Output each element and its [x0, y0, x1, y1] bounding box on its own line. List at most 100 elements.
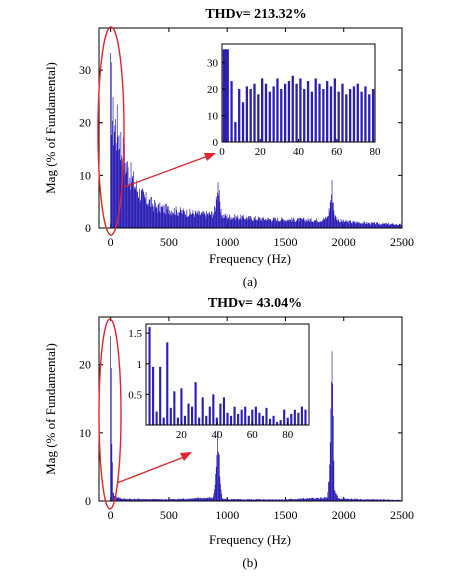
panel-a-annotation-arrow-line	[123, 155, 209, 188]
panel-a-inset-ytick-label: 20	[207, 84, 219, 96]
panel-b-ytick-label: 10	[79, 426, 91, 440]
panel-a-xlabel: Frequency (Hz)	[209, 251, 291, 266]
panel-b-inset-bar	[148, 327, 151, 425]
panel-a-inset-bar	[345, 94, 348, 142]
panel-b-ytick-label: 0	[85, 494, 91, 508]
panel-a-inset-bar	[329, 86, 333, 142]
panel-a-inset-ytick-label: 10	[207, 111, 219, 123]
panel-b-annotation-arrowhead	[180, 452, 192, 461]
panel-a-inset-bar	[222, 49, 226, 142]
panel-a-inset-bar	[241, 102, 245, 142]
panel-a-inset-bar	[249, 89, 252, 142]
panel-a-inset-bar	[352, 86, 356, 142]
panel-b-inset-bar	[219, 403, 222, 425]
panel-a-inset-bar	[360, 91, 363, 142]
panel-b-inset-bar	[187, 403, 190, 425]
panel-b-inset-bar	[279, 420, 282, 425]
panel-a-title: THDv= 213.32%	[205, 7, 306, 22]
panel-b: THDv= 43.04% 0 500 1000 1500 2000 2500 0 10 20 M…	[43, 296, 414, 570]
panel-b-inset-bar	[155, 411, 158, 425]
panel-b-inset-xtick-label: 40	[211, 429, 223, 441]
panel-a-inset-bar	[303, 89, 306, 142]
panel-a-inset-bar	[314, 78, 317, 142]
panel-b-inset-bar	[240, 409, 243, 425]
panel-a-inset-bar	[234, 122, 237, 142]
panel-a-inset-background	[222, 44, 375, 142]
panel-a-ytick-label: 10	[79, 168, 91, 182]
panel-a-inset-bar	[368, 94, 371, 142]
panel-a-ytick-label: 0	[85, 221, 91, 235]
panel-a-highlight-ellipse	[97, 26, 125, 236]
panel-b-inset-bar	[191, 406, 194, 425]
panel-b-inset-bar	[268, 418, 272, 425]
panel-a-inset-xtick-label: 20	[255, 146, 267, 158]
panel-b-inset-bar	[162, 417, 165, 425]
panel-a-inset-bar	[322, 89, 325, 142]
panel-b-inset-ytick-label: 0.5	[128, 389, 142, 401]
panel-a-inset-xtick-label: 60	[331, 146, 343, 158]
panel-a-plot-frame	[98, 27, 403, 229]
panel-a-xtick-label: 0	[108, 235, 114, 249]
panel-a-inset-bar	[333, 78, 336, 142]
panel-b-inset-bar	[244, 406, 247, 425]
panel-a-inset-bar	[356, 83, 359, 142]
panel-a-inset-xtick-label: 40	[293, 146, 305, 158]
panel-b-inset-bar	[166, 342, 169, 425]
panel-a-inset-bar	[268, 91, 271, 142]
panel-b-inset-bar	[229, 415, 233, 425]
panel-a-inset-ticks: 0 20 40 60 80 0 10 20 30	[207, 58, 381, 158]
panel-b-inset-bar	[272, 415, 275, 425]
panel-b-inset-bar	[180, 388, 183, 425]
panel-b-inset-bar	[276, 421, 279, 425]
panel-a-inset-bar	[306, 81, 310, 142]
panel-b-inset-bar	[215, 417, 218, 425]
panel-a-inset-bar	[261, 78, 264, 142]
panel-b-inset-xtick-label: 20	[176, 429, 188, 441]
panel-a-inset-bar	[341, 83, 344, 142]
panel-b-inset-bar	[265, 407, 268, 425]
panel-a-inset-bar	[264, 83, 268, 142]
panel-b-inset-background	[146, 324, 309, 425]
panel-b-inset-bar	[222, 397, 226, 425]
panel-a-ylabel: Mag (% of Fundamental)	[43, 62, 58, 194]
panel-a-inset-bar	[245, 86, 249, 142]
panel-b-inset-bar	[226, 412, 229, 425]
panel-b-inset-bar	[254, 406, 257, 425]
panel-b-inset-bar	[300, 406, 303, 425]
panel-a-inset-bar	[272, 86, 275, 142]
panel-a-xtick-label: 1500	[273, 235, 297, 249]
panel-b-xlabel: Frequency (Hz)	[209, 532, 291, 547]
panel-b-inset-bar	[152, 366, 155, 425]
panel-b-inset-bar	[258, 412, 261, 425]
panel-b-title: THDv= 43.04%	[208, 296, 302, 311]
panel-a-xtick-label: 2000	[332, 235, 356, 249]
panel-b-inset-bar	[233, 406, 236, 425]
panel-a-inset-frame	[221, 43, 376, 143]
panel-a-inset-bar	[226, 49, 229, 142]
panel-a-xtick-label: 1000	[215, 235, 239, 249]
panel-a-inset-bar	[364, 86, 367, 142]
panel-b-inset-bar	[283, 409, 286, 425]
panel-b-inset-xtick-label: 60	[247, 429, 259, 441]
panel-b-inset-frame	[145, 323, 310, 426]
panel-b-inset-bar	[176, 417, 179, 425]
panel-a-ytick-label: 30	[79, 63, 91, 77]
panel-b-inset-bar	[208, 406, 211, 425]
panel-a-inset-bar	[318, 83, 321, 142]
panel-a-caption: (a)	[243, 274, 257, 289]
panel-b-xtick-label: 2000	[332, 508, 356, 522]
panel-a-inset-ytick-label: 30	[207, 58, 219, 70]
panel-b-inset-xtick-label: 80	[282, 429, 294, 441]
panel-b-ylabel: Mag (% of Fundamental)	[43, 343, 58, 475]
panel-b-inset-bar	[286, 417, 289, 425]
panel-b-inset-ticks: 20 40 60 80 0.5 1 1.5	[128, 328, 293, 441]
panel-b-inset-bar	[183, 415, 187, 425]
panel-b-ytick-label: 20	[79, 358, 91, 372]
panel-a-inset-bar	[337, 91, 340, 142]
panel-a-inset-bars	[222, 49, 375, 142]
panel-b-caption: (b)	[242, 555, 257, 570]
panel-a-inset-bar	[287, 81, 291, 142]
panel-a-spectrum	[110, 52, 402, 228]
panel-b-xtick-label: 500	[160, 508, 178, 522]
